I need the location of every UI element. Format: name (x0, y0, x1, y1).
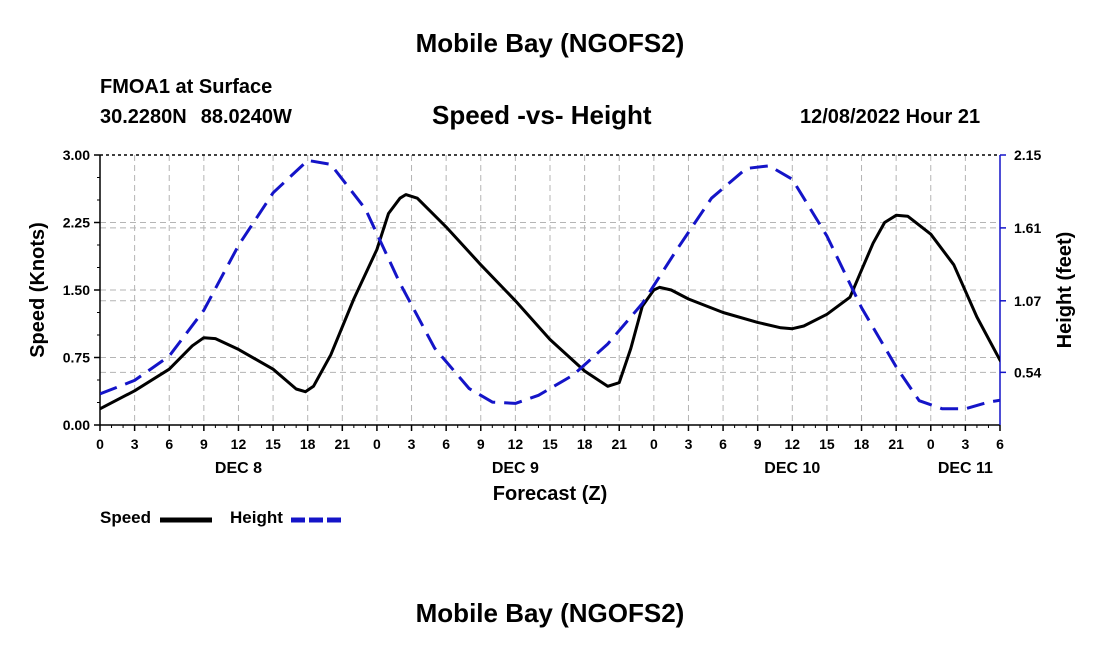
x-tick-label: 21 (335, 436, 351, 452)
y-tick-label-right: 1.61 (1014, 220, 1041, 236)
y-tick-label-left: 2.25 (63, 215, 90, 231)
x-tick-label: 0 (373, 436, 381, 452)
x-tick-label: 3 (685, 436, 693, 452)
y-tick-label-right: 0.54 (1014, 364, 1041, 380)
x-tick-label: 3 (961, 436, 969, 452)
x-tick-label: 18 (300, 436, 316, 452)
x-tick-label: 6 (996, 436, 1004, 452)
x-tick-label: 9 (477, 436, 485, 452)
y-tick-label-left: 0.75 (63, 350, 90, 366)
y-tick-label-right: 1.07 (1014, 293, 1041, 309)
y-tick-label-left: 3.00 (63, 147, 90, 163)
y-axis-title-left: Speed (Knots) (27, 222, 49, 358)
x-tick-label: 12 (785, 436, 801, 452)
y-axis-title-right: Height (feet) (1054, 232, 1076, 349)
legend-height-label: Height (230, 508, 283, 527)
day-label: DEC 11 (938, 460, 993, 477)
day-label: DEC 10 (764, 460, 820, 477)
x-tick-label: 15 (819, 436, 835, 452)
legend-speed-label: Speed (100, 508, 152, 527)
x-tick-label: 6 (165, 436, 173, 452)
x-tick-label: 6 (442, 436, 450, 452)
x-tick-label: 12 (231, 436, 247, 452)
day-label: DEC 9 (492, 460, 539, 477)
x-tick-label: 0 (927, 436, 935, 452)
chart-title: Speed -vs- Height (432, 100, 652, 130)
x-tick-label: 21 (888, 436, 904, 452)
coordinates: 30.2280N 88.0240W (100, 106, 292, 129)
y-tick-label-left: 1.50 (63, 282, 90, 298)
x-tick-label: 3 (408, 436, 416, 452)
bottom-title: Mobile Bay (NGOFS2) (415, 598, 685, 628)
longitude: 88.0240W (200, 106, 292, 128)
x-tick-label: 21 (611, 436, 627, 452)
x-tick-label: 0 (650, 436, 658, 452)
y-tick-label-left: 0.00 (63, 417, 90, 433)
y-tick-label-right: 2.15 (1014, 147, 1041, 163)
station-label: FMOA1 at Surface (100, 76, 273, 98)
main-title: Mobile Bay (NGOFS2) (415, 28, 685, 58)
series-speed-line (100, 193, 1000, 411)
x-tick-label: 0 (96, 436, 104, 452)
x-tick-label: 9 (754, 436, 762, 452)
latitude: 30.2280N (100, 106, 187, 128)
x-tick-label: 9 (200, 436, 208, 452)
x-tick-label: 12 (508, 436, 524, 452)
x-tick-label: 15 (542, 436, 558, 452)
forecast-timestamp: 12/08/2022 Hour 21 (800, 106, 981, 128)
series-height-line (100, 158, 1000, 411)
x-tick-label: 18 (854, 436, 870, 452)
x-axis-title: Forecast (Z) (493, 483, 607, 505)
x-tick-label: 18 (577, 436, 593, 452)
day-label: DEC 8 (215, 460, 262, 477)
x-tick-label: 3 (131, 436, 139, 452)
x-tick-label: 6 (719, 436, 727, 452)
x-tick-label: 15 (265, 436, 281, 452)
